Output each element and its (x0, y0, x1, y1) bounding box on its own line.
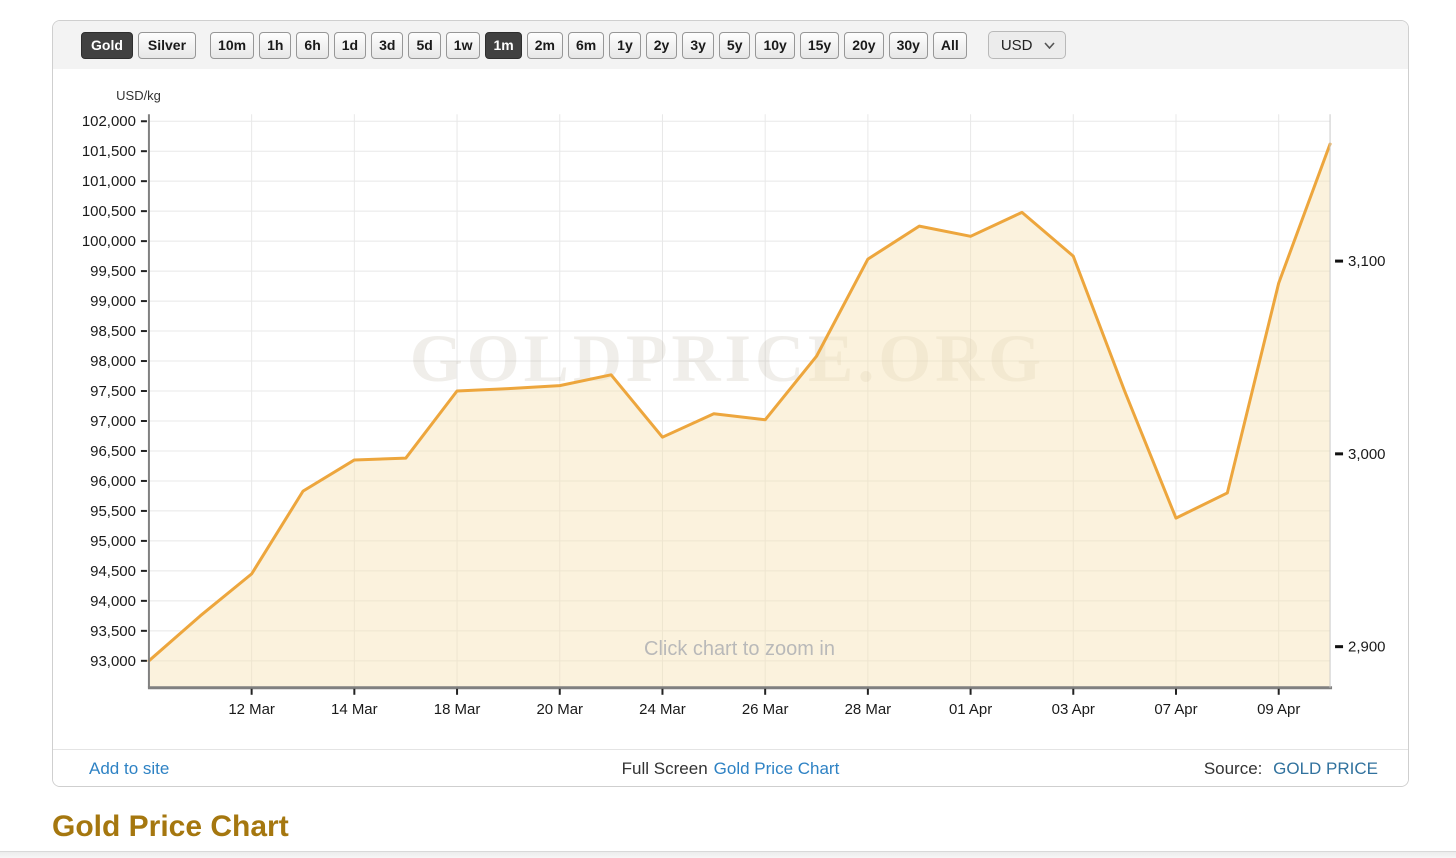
y-axis-label: 97,000 (90, 413, 136, 430)
range-button-1h[interactable]: 1h (259, 31, 292, 59)
range-button-1y[interactable]: 1y (609, 31, 641, 59)
y-axis-label: 95,500 (90, 503, 136, 520)
source-gold-price-link[interactable]: GOLD PRICE (1273, 758, 1378, 778)
range-button-1m[interactable]: 1m (485, 31, 522, 59)
y-axis-label: 100,000 (82, 233, 136, 250)
range-button-20y[interactable]: 20y (844, 31, 884, 59)
x-axis-label: 20 Mar (536, 701, 583, 718)
y-axis-label: 96,500 (90, 443, 136, 460)
currency-select-value: USD (1000, 36, 1033, 54)
zoom-hint-text: Click chart to zoom in (644, 638, 835, 660)
y-axis-label: 94,000 (90, 593, 136, 610)
chart-footer-bar: Add to site Full Screen Gold Price Chart… (53, 749, 1408, 786)
range-button-10y[interactable]: 10y (755, 31, 795, 59)
full-screen-chart-link[interactable]: Gold Price Chart (713, 758, 840, 778)
range-button-1w[interactable]: 1w (445, 31, 481, 59)
x-axis-label: 07 Apr (1154, 701, 1197, 718)
right-axis-label: 2,900 (1348, 639, 1385, 656)
y-axis-label: 98,000 (90, 353, 136, 370)
x-axis-label: 12 Mar (228, 701, 275, 718)
y-axis-label: 101,000 (82, 173, 136, 190)
range-button-30y[interactable]: 30y (888, 31, 928, 59)
x-axis-label: 28 Mar (845, 701, 892, 718)
metal-button-silver[interactable]: Silver (137, 31, 197, 59)
y-axis-label: 98,500 (90, 323, 136, 340)
y-axis-label: 96,000 (90, 473, 136, 490)
source-area: Source: GOLD PRICE (1204, 759, 1378, 779)
right-axis-label: 3,000 (1348, 446, 1385, 463)
y-axis-label: 97,500 (90, 383, 136, 400)
watermark-text: GOLDPRICE.ORG (410, 320, 1045, 396)
range-button-6m[interactable]: 6m (567, 31, 605, 59)
page-title: Gold Price Chart (52, 810, 289, 843)
price-line (147, 142, 1332, 663)
x-axis-label: 03 Apr (1052, 701, 1095, 718)
x-axis-label: 18 Mar (434, 701, 481, 718)
range-button-6h[interactable]: 6h (296, 31, 329, 59)
add-to-site-link[interactable]: Add to site (89, 758, 170, 778)
y-axis-label: 94,500 (90, 563, 136, 580)
gold-price-chart[interactable]: GOLDPRICE.ORG 93,000 93,500 94,000 94,500 95,… (53, 69, 1408, 749)
currency-select[interactable]: USD (987, 31, 1067, 59)
y-axis-label: 99,500 (90, 263, 136, 280)
range-button-2m[interactable]: 2m (526, 31, 563, 59)
range-button-3y[interactable]: 3y (682, 31, 714, 59)
source-label: Source: (1203, 758, 1263, 778)
y-axis-label: 99,000 (90, 293, 136, 310)
full-screen-label: Full Screen (621, 758, 708, 778)
x-axis-label: 24 Mar (639, 701, 686, 718)
chart-area: GOLDPRICE.ORG 93,000 93,500 94,000 94,500 95,… (53, 69, 1408, 749)
chevron-down-icon (1044, 41, 1056, 49)
chart-toolbar: Gold Silver 10m 1h 6h 1d 3d 5d 1w 1m 2m 6m 1y 2y 3y 5y… (53, 21, 1408, 69)
range-button-all[interactable]: All (932, 31, 967, 59)
x-axis-label: 26 Mar (742, 701, 789, 718)
range-button-3d[interactable]: 3d (371, 31, 404, 59)
right-axis-label: 3,100 (1348, 253, 1385, 270)
section-divider (0, 851, 1456, 858)
gold-chart-panel: Gold Silver 10m 1h 6h 1d 3d 5d 1w 1m 2m 6m 1y 2y 3y 5y… (52, 20, 1409, 787)
y-axis-unit-label: USD/kg (116, 88, 161, 103)
metal-buttons-group: Gold Silver (81, 31, 197, 59)
range-button-5d[interactable]: 5d (408, 31, 441, 59)
y-axis-label: 93,500 (90, 623, 136, 640)
range-button-10m[interactable]: 10m (210, 31, 255, 59)
price-area-fill (148, 143, 1331, 688)
y-axis-label: 95,000 (90, 533, 136, 550)
y-axis-label: 93,000 (90, 653, 136, 670)
y-axis-label: 102,000 (82, 113, 136, 130)
range-button-1d[interactable]: 1d (333, 31, 367, 59)
x-axis-label: 09 Apr (1257, 701, 1300, 718)
range-buttons-group: 10m 1h 6h 1d 3d 5d 1w 1m 2m 6m 1y 2y 3y 5y 10y 15y 20y 30… (210, 31, 967, 59)
range-button-15y[interactable]: 15y (799, 31, 840, 59)
range-button-5y[interactable]: 5y (718, 31, 751, 59)
range-button-2y[interactable]: 2y (645, 31, 678, 59)
x-axis-label: 01 Apr (949, 701, 992, 718)
y-axis-label: 101,500 (82, 143, 136, 160)
x-axis-label: 14 Mar (331, 701, 378, 718)
y-axis-label: 100,500 (82, 203, 136, 220)
metal-button-gold[interactable]: Gold (81, 31, 133, 59)
